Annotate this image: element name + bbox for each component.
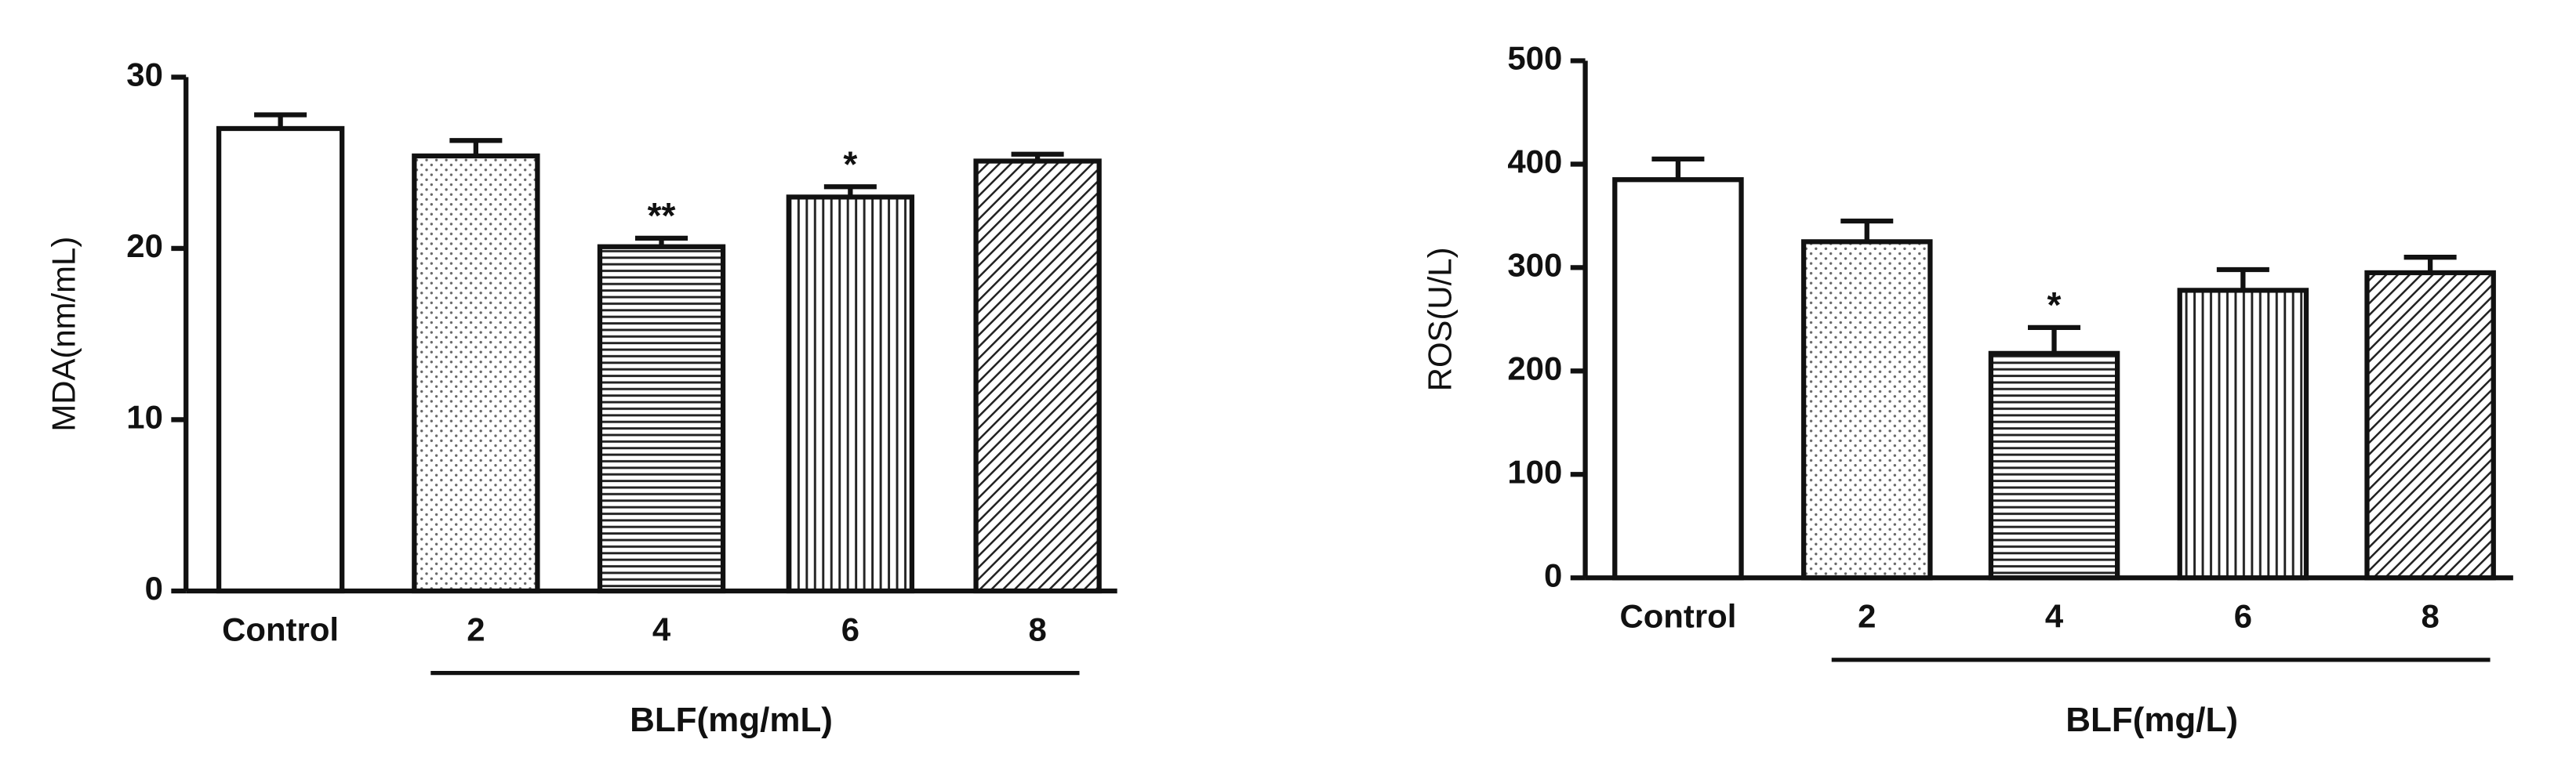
x-tick-label: Control: [1619, 598, 1736, 635]
x-tick-label: 2: [1858, 598, 1876, 635]
y-tick-label: 200: [1507, 350, 1562, 386]
bar: [216, 125, 345, 594]
significance-label: *: [843, 143, 857, 184]
x-tick-label: 8: [1028, 611, 1046, 647]
x-tick-label: 6: [841, 611, 859, 647]
y-tick-label: 100: [1507, 453, 1562, 490]
y-axis-label: MDA(nm/mL): [45, 237, 82, 432]
x-tick-label: 2: [467, 611, 485, 647]
x-tick-label: 6: [2234, 598, 2252, 635]
y-tick-label: 0: [145, 570, 163, 607]
bar: [1612, 177, 1744, 581]
significance-label: **: [648, 195, 676, 236]
x-tick-label: 4: [652, 611, 671, 647]
y-tick-label: 10: [126, 399, 163, 436]
y-tick-label: 20: [126, 227, 163, 264]
y-tick-label: 300: [1507, 246, 1562, 283]
bar: [2177, 288, 2309, 581]
bar: [412, 153, 540, 594]
significance-label: *: [2047, 285, 2062, 325]
bar: [597, 244, 726, 594]
bar: [973, 158, 1102, 594]
bar: [786, 194, 915, 594]
bar: [1800, 239, 1933, 581]
x-axis-label: BLF(mg/mL): [630, 701, 833, 739]
y-axis-label: ROS(U/L): [1421, 247, 1458, 391]
bar: [1988, 350, 2120, 581]
y-tick-label: 500: [1507, 40, 1562, 77]
y-tick-label: 0: [1544, 556, 1562, 593]
y-tick-label: 400: [1507, 143, 1562, 179]
x-tick-label: 8: [2421, 598, 2439, 635]
y-tick-label: 30: [126, 56, 163, 92]
bar: [2364, 270, 2496, 581]
x-tick-label: Control: [222, 611, 339, 647]
x-tick-label: 4: [2045, 598, 2064, 635]
x-axis-label: BLF(mg/L): [2066, 701, 2238, 739]
